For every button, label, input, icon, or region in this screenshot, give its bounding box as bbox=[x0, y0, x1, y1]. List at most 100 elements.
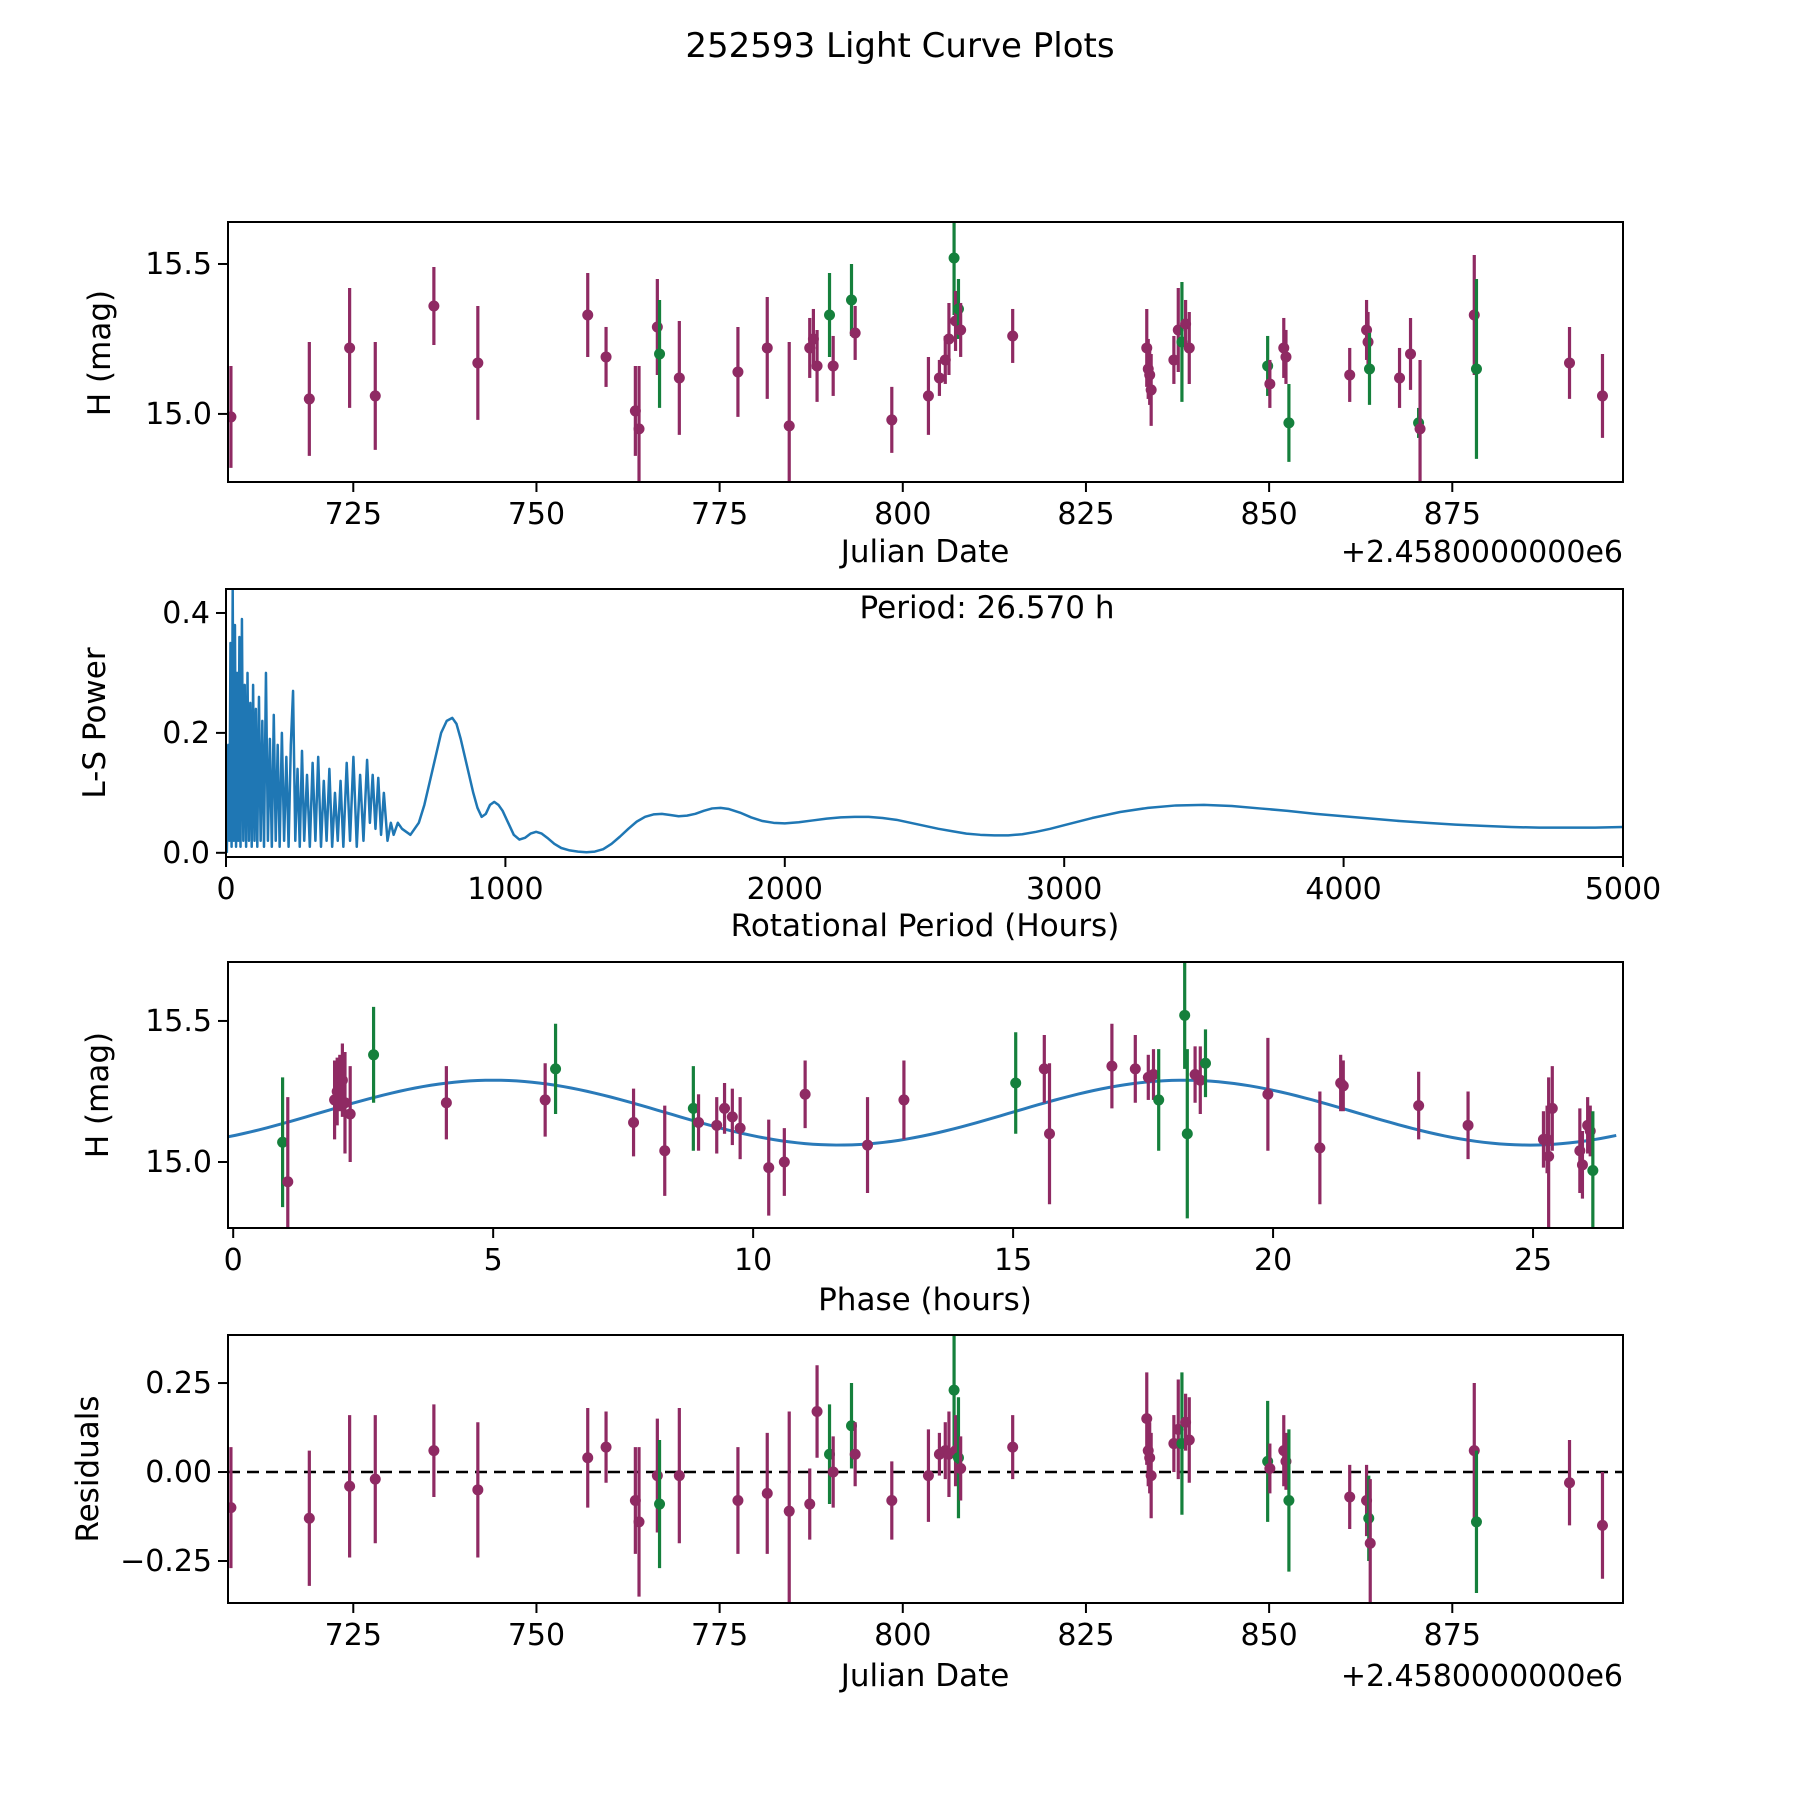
data-point bbox=[651, 321, 663, 333]
x-tick-label: 20 bbox=[1254, 1243, 1292, 1278]
data-point bbox=[811, 1406, 823, 1418]
axis-label-julian-date-top: Julian Date bbox=[840, 534, 1010, 570]
data-point bbox=[1106, 1060, 1118, 1072]
data-point bbox=[1280, 351, 1292, 363]
x-tick-label: 800 bbox=[874, 1618, 931, 1653]
data-point bbox=[1264, 378, 1276, 390]
axis-label-h-mag-phase: H (mag) bbox=[80, 1031, 116, 1159]
panel-residuals: 725 750 775 800 825 850 875 −0.25 0.00 0.25 bbox=[120, 1334, 1624, 1653]
data-point bbox=[1168, 1438, 1180, 1450]
data-point bbox=[1596, 1519, 1608, 1531]
data-point bbox=[1183, 342, 1195, 354]
data-point bbox=[1363, 363, 1375, 375]
data-point bbox=[1283, 417, 1295, 429]
data-point bbox=[1394, 372, 1406, 384]
x-tick-label: 5000 bbox=[1585, 872, 1661, 907]
x-tick-label: 0 bbox=[216, 872, 235, 907]
data-point bbox=[1145, 1470, 1157, 1482]
axis-label-ls-power: L-S Power bbox=[77, 647, 113, 799]
data-point bbox=[778, 1156, 790, 1168]
data-point bbox=[282, 1176, 294, 1188]
y-tick-label: 15.0 bbox=[145, 397, 212, 432]
data-point bbox=[1468, 1445, 1480, 1457]
data-point bbox=[827, 360, 839, 372]
data-point bbox=[799, 1088, 811, 1100]
y-tick-label: 0.4 bbox=[162, 596, 210, 631]
data-point bbox=[1564, 357, 1576, 369]
periodogram-data-layer bbox=[226, 589, 1623, 854]
data-point bbox=[1337, 1080, 1349, 1092]
data-point bbox=[344, 1108, 356, 1120]
x-tick-label: 825 bbox=[1057, 1618, 1114, 1653]
lightcurve-points bbox=[228, 222, 1608, 482]
data-point bbox=[804, 1498, 816, 1510]
x-tick-label: 825 bbox=[1057, 497, 1114, 532]
data-point bbox=[1576, 1159, 1588, 1171]
data-point bbox=[1468, 309, 1480, 321]
data-point bbox=[726, 1111, 738, 1123]
data-point bbox=[761, 1487, 773, 1499]
data-point bbox=[550, 1063, 562, 1075]
data-point bbox=[1038, 1063, 1050, 1075]
phased-frame bbox=[227, 961, 1624, 1229]
x-tick-label: 775 bbox=[691, 1618, 748, 1653]
data-point bbox=[1470, 363, 1482, 375]
data-point bbox=[654, 348, 666, 360]
data-point bbox=[1147, 1069, 1159, 1081]
data-point bbox=[1364, 1537, 1376, 1549]
data-point bbox=[687, 1102, 699, 1114]
data-point bbox=[339, 1097, 351, 1109]
data-point bbox=[1546, 1102, 1558, 1114]
data-point bbox=[369, 390, 381, 402]
data-point bbox=[1044, 1128, 1056, 1140]
axis-offset-top: +2.4580000000e6 bbox=[1340, 535, 1623, 570]
data-point bbox=[600, 351, 612, 363]
data-point bbox=[1283, 1494, 1295, 1506]
data-point bbox=[952, 1452, 964, 1464]
data-point bbox=[654, 1498, 666, 1510]
data-point bbox=[1129, 1063, 1141, 1075]
y-tick-label: 15.0 bbox=[145, 1145, 212, 1180]
data-point bbox=[1262, 360, 1274, 372]
data-point bbox=[440, 1097, 452, 1109]
data-point bbox=[846, 294, 858, 306]
data-point bbox=[734, 1122, 746, 1134]
x-tick-label: 725 bbox=[325, 497, 382, 532]
data-point bbox=[732, 1494, 744, 1506]
data-point bbox=[659, 1145, 671, 1157]
data-point bbox=[948, 1384, 960, 1396]
data-point bbox=[886, 1494, 898, 1506]
y-tick-label: 0.2 bbox=[162, 716, 210, 751]
y-tick-label: 15.5 bbox=[145, 247, 212, 282]
x-tick-label: 875 bbox=[1424, 1618, 1481, 1653]
axis-label-h-mag-top: H (mag) bbox=[82, 289, 118, 417]
y-tick-label: 0.25 bbox=[145, 1366, 212, 1401]
data-point bbox=[582, 309, 594, 321]
data-point bbox=[898, 1094, 910, 1106]
data-point bbox=[955, 1462, 967, 1474]
y-tick-label: 0.00 bbox=[145, 1455, 212, 1490]
x-tick-label: 725 bbox=[325, 1618, 382, 1653]
x-tick-label: 4000 bbox=[1305, 872, 1381, 907]
axis-label-julian-date-bottom: Julian Date bbox=[840, 1658, 1010, 1694]
data-point bbox=[1587, 1164, 1599, 1176]
data-point bbox=[1145, 384, 1157, 396]
x-tick-label: 850 bbox=[1240, 1618, 1297, 1653]
data-point bbox=[1543, 1150, 1555, 1162]
data-point bbox=[922, 1470, 934, 1482]
data-point bbox=[673, 1470, 685, 1482]
data-point bbox=[428, 1445, 440, 1457]
periodogram-frame bbox=[225, 588, 1624, 858]
x-tick-label: 0 bbox=[224, 1243, 243, 1278]
data-point bbox=[1010, 1077, 1022, 1089]
data-point bbox=[368, 1049, 380, 1061]
data-point bbox=[849, 327, 861, 339]
data-point bbox=[732, 366, 744, 378]
data-point bbox=[1344, 1491, 1356, 1503]
data-point bbox=[673, 372, 685, 384]
x-tick-label: 10 bbox=[734, 1243, 772, 1278]
periodogram-curve bbox=[226, 589, 1623, 854]
data-point bbox=[1179, 1009, 1191, 1021]
axis-label-rotational-period: Rotational Period (Hours) bbox=[730, 908, 1120, 944]
